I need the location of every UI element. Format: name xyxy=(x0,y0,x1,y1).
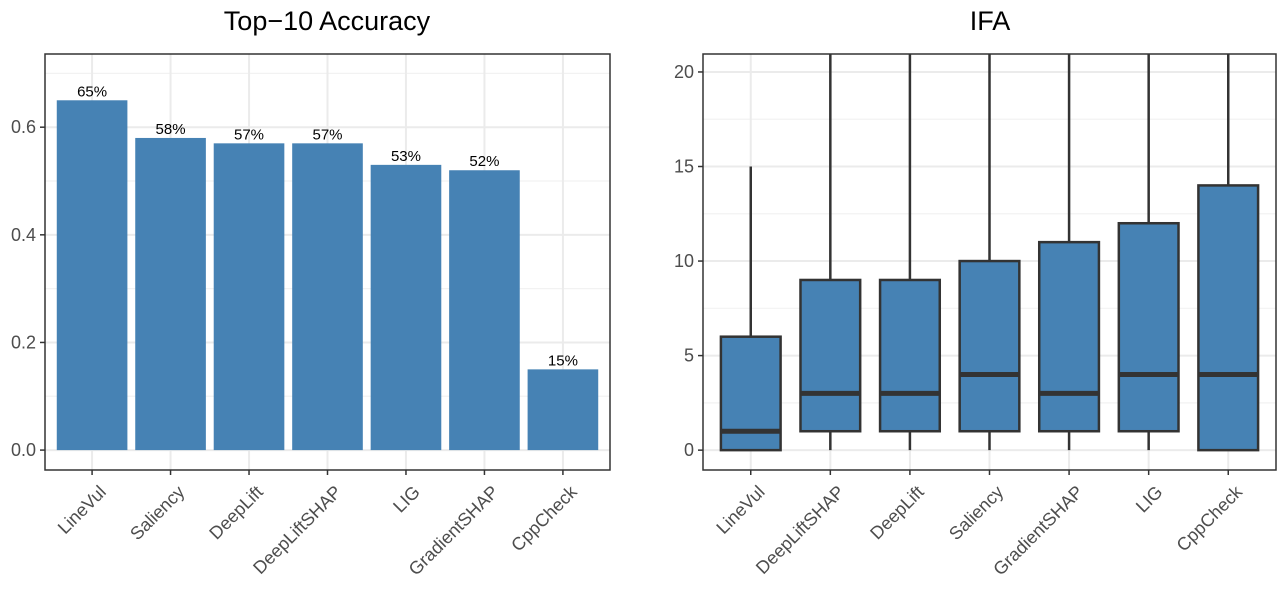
x-tick-label: Saliency xyxy=(126,482,188,544)
x-tick-label: LineVul xyxy=(54,482,110,538)
box-saliency xyxy=(958,259,1021,433)
x-tick-label: LIG xyxy=(389,482,424,517)
y-tick-label: 5 xyxy=(684,346,694,366)
box-gradientshap xyxy=(1037,240,1101,433)
box-cppcheck xyxy=(1197,184,1260,452)
data-label: 57% xyxy=(234,126,264,143)
box-lig xyxy=(1117,221,1180,433)
bar-deepliftshap xyxy=(292,143,363,451)
y-tick-label: 15 xyxy=(674,157,694,177)
bar-deeplift xyxy=(213,143,285,451)
bar-linevul xyxy=(56,100,128,451)
y-tick-label: 0 xyxy=(684,440,694,460)
x-tick-label: CppCheck xyxy=(1173,481,1247,555)
data-label: 58% xyxy=(156,121,186,138)
y-tick-label: 0.6 xyxy=(11,117,36,137)
y-tick-label: 0.0 xyxy=(11,440,36,460)
bar-cppcheck xyxy=(527,369,599,451)
data-label: 53% xyxy=(391,148,421,165)
chart-title-ifa: IFA xyxy=(970,6,1011,36)
data-label: 52% xyxy=(469,153,499,170)
accuracy-bar-panel: 0.0 0.2 0.4 0.6 65% 58% 57% 57% 53% 52% 15% LineVul… xyxy=(11,53,611,579)
y-tick-label: 20 xyxy=(674,62,694,82)
chart-title-accuracy: Top−10 Accuracy xyxy=(224,6,431,36)
data-label: 15% xyxy=(548,352,578,369)
x-tick-label: DeepLift xyxy=(866,482,928,544)
y-tick-label: 10 xyxy=(674,251,694,271)
bar-saliency xyxy=(135,137,206,451)
data-label: 65% xyxy=(77,83,107,100)
box-deepliftshap xyxy=(799,278,862,433)
x-tick-label: DeepLift xyxy=(205,482,267,544)
box-deeplift xyxy=(878,278,942,433)
x-tick-label: LIG xyxy=(1132,482,1167,517)
bar-lig xyxy=(370,164,442,451)
y-tick-label: 0.2 xyxy=(11,332,36,352)
x-tick-label: CppCheck xyxy=(507,481,581,555)
y-tick-label: 0.4 xyxy=(11,225,36,245)
x-tick-label: LineVul xyxy=(712,482,768,538)
x-tick-label: Saliency xyxy=(945,482,1007,544)
bar-gradientshap xyxy=(449,170,520,451)
data-label: 57% xyxy=(312,126,342,143)
